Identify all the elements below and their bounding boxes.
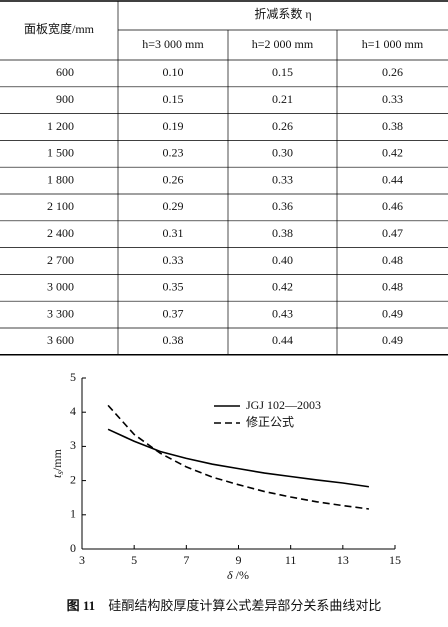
- y-tick-label: 3: [70, 438, 76, 452]
- table-cell: 0.15: [272, 65, 293, 79]
- x-tick-label: 15: [389, 553, 401, 567]
- table-cell: 0.19: [163, 119, 184, 133]
- header-cell: 面板宽度/mm: [24, 21, 95, 36]
- x-tick-label: 13: [337, 553, 349, 567]
- y-tick-label: 5: [70, 370, 76, 384]
- header-cell: h=1 000 mm: [362, 37, 424, 51]
- legend-label: 修正公式: [246, 414, 294, 429]
- table-cell: 0.49: [382, 306, 403, 320]
- y-tick-label: 4: [70, 404, 76, 418]
- table-cell: 1 800: [47, 172, 74, 186]
- table-cell: 0.44: [272, 333, 293, 347]
- table-cell: 1 200: [47, 119, 74, 133]
- table-cell: 0.26: [272, 119, 293, 133]
- x-axis-label: δ /%: [227, 568, 249, 582]
- table-cell: 0.33: [163, 253, 184, 267]
- table-cell: 0.21: [272, 92, 293, 106]
- header-cell: 折减系数 η: [254, 6, 311, 21]
- x-label-unit: /%: [233, 568, 249, 582]
- table-cell: 3 600: [47, 333, 74, 347]
- table-cell: 600: [56, 65, 74, 79]
- x-label-symbol: δ: [227, 568, 233, 582]
- y-axis-label: ts/mm: [50, 448, 65, 478]
- data-line: [107, 428, 370, 488]
- table-cell: 0.33: [272, 172, 293, 186]
- table-cell: 0.48: [382, 280, 403, 294]
- table-cell: 0.37: [163, 306, 184, 320]
- table-cell: 0.29: [163, 199, 184, 213]
- table-cell: 1 500: [47, 146, 74, 160]
- header-cell: h=3 000 mm: [142, 37, 204, 51]
- table-cell: 2 400: [47, 226, 74, 240]
- y-label-symbol: t: [50, 474, 64, 478]
- table-cell: 0.15: [163, 92, 184, 106]
- table-cell: 0.10: [163, 65, 184, 79]
- x-tick-label: 9: [236, 553, 242, 567]
- legend-label: JGJ 102—2003: [246, 398, 321, 412]
- chart: 3 5 7 9 11 13 15 0 1 2 3 4 5 δ /% ts/mm JGJ 102—2003 修正公…: [50, 370, 401, 582]
- data-line: [107, 404, 370, 510]
- table-cell: 900: [56, 92, 74, 106]
- y-label-subscript: s: [55, 471, 65, 475]
- table-cell: 2 100: [47, 199, 74, 213]
- table-cell: 0.47: [382, 226, 403, 240]
- y-tick-label: 1: [70, 507, 76, 521]
- table-cell: 0.33: [382, 92, 403, 106]
- table-cell: 0.44: [382, 172, 403, 186]
- table-cell: 0.26: [382, 65, 403, 79]
- table-cell: 0.42: [272, 280, 293, 294]
- table-cell: 0.49: [382, 333, 403, 347]
- table-cell: 0.43: [272, 306, 293, 320]
- y-tick-label: 0: [70, 541, 76, 555]
- table-cell: 0.26: [163, 172, 184, 186]
- caption-label: 图 11: [67, 598, 96, 613]
- table-cell: 0.23: [163, 146, 184, 160]
- y-label-unit: /mm: [50, 448, 64, 471]
- caption-text: 硅酮结构胶厚度计算公式差异部分关系曲线对比: [108, 598, 381, 613]
- table-cell: 0.38: [163, 333, 184, 347]
- table-cell: 0.46: [382, 199, 403, 213]
- table-cell: 0.31: [163, 226, 184, 240]
- table-cell: 3 000: [47, 280, 74, 294]
- table-cell: 0.48: [382, 253, 403, 267]
- table-cell: 2 700: [47, 253, 74, 267]
- x-tick-label: 3: [79, 553, 85, 567]
- y-tick-label: 2: [70, 472, 76, 486]
- table-cell: 0.40: [272, 253, 293, 267]
- x-tick-label: 7: [183, 553, 189, 567]
- x-tick-label: 5: [131, 553, 137, 567]
- table-cell: 3 300: [47, 306, 74, 320]
- table: 面板宽度/mm 折减系数 η h=3 000 mm h=2 000 mm h=1 000…: [0, 0, 448, 356]
- table-cell: 0.36: [272, 199, 293, 213]
- header-cell: h=2 000 mm: [252, 37, 314, 51]
- table-cell: 0.38: [272, 226, 293, 240]
- caption: 图 11 硅酮结构胶厚度计算公式差异部分关系曲线对比: [67, 598, 382, 613]
- table-cell: 0.38: [382, 119, 403, 133]
- table-cell: 0.35: [163, 280, 184, 294]
- x-tick-label: 11: [285, 553, 297, 567]
- table-cell: 0.42: [382, 146, 403, 160]
- table-cell: 0.30: [272, 146, 293, 160]
